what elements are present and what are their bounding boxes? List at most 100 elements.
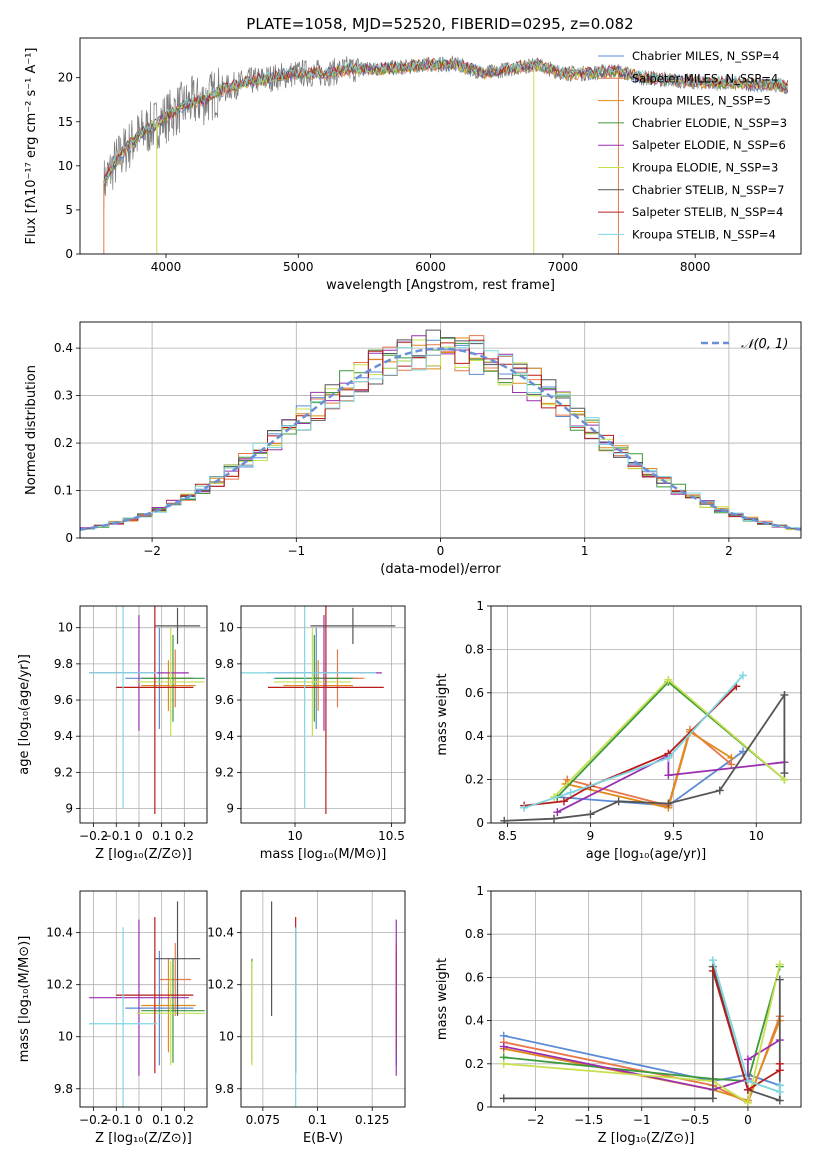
x-tick-label: 7000 — [548, 260, 579, 274]
weight-line-kroupa-stelib — [523, 674, 744, 809]
x-tick-label: −2 — [527, 1113, 545, 1127]
legend-entry: Chabrier MILES, N_SSP=4 — [632, 49, 779, 63]
y-tick-label: 0.4 — [54, 341, 73, 355]
weight-marker-kroupa-stelib — [520, 803, 529, 812]
plot-area — [89, 901, 205, 1107]
weight-vs-metallicity-panel: −2 −1.5 −1 −0.5 0 0 0.2 0.4 0.6 0.8 1 Z [log₁₀(Z/Z⊙… — [435, 884, 802, 1146]
axes-frame — [79, 37, 802, 255]
x-tick-label: −0.2 — [79, 829, 108, 843]
weight-marker-kroupa-stelib — [566, 788, 575, 797]
y-tick-label: 0.8 — [465, 642, 484, 656]
axes-frame — [79, 321, 802, 539]
x-tick-label: 10 — [287, 829, 302, 843]
axes-frame — [240, 605, 406, 824]
y-tick-label: 9.2 — [215, 765, 234, 779]
legend-entry: Chabrier STELIB, N_SSP=7 — [632, 183, 784, 197]
y-tick-label: 9.4 — [215, 729, 234, 743]
axes-frame — [79, 890, 208, 1108]
weight-marker-salpeter-stelib — [743, 1085, 752, 1094]
x-tick-label: 9.5 — [664, 829, 683, 843]
weight-marker-kroupa-elodie — [499, 1059, 508, 1068]
weight-marker-chabrier-stelib — [549, 814, 558, 823]
y-tick-label: 1 — [476, 599, 484, 613]
y-tick-label: 10 — [58, 159, 73, 173]
weight-marker-kroupa-stelib — [775, 1081, 784, 1090]
x-tick-label: 2 — [725, 544, 733, 558]
y-tick-label: 0.2 — [465, 1057, 484, 1071]
x-tick-label: 0 — [744, 1113, 752, 1127]
y-tick-label: 5 — [65, 203, 73, 217]
y-tick-label: 9.6 — [215, 693, 234, 707]
histogram-kroupa-stelib — [80, 341, 801, 538]
legend-entry: Salpeter STELIB, N_SSP=4 — [632, 205, 783, 219]
weight-marker-kroupa-stelib — [743, 1077, 752, 1086]
x-tick-label: −0.1 — [102, 1113, 131, 1127]
legend-entry: Kroupa STELIB, N_SSP=4 — [632, 227, 776, 241]
residual-histogram-panel: −2 −1 0 1 2 0 0.1 0.2 0.3 0.4 (data-model)/error No… — [24, 321, 802, 577]
y-tick-label: 9.2 — [54, 765, 73, 779]
x-tick-label: 10.5 — [378, 829, 405, 843]
y-axis-label: mass weight — [435, 958, 450, 1040]
axes-frame — [490, 605, 802, 824]
weight-line-salpeter-elodie — [556, 754, 785, 813]
x-axis-label: E(B-V) — [303, 1131, 343, 1146]
age-vs-mass-panel: 10 10.5 9 9.2 9.4 9.6 9.8 10 mass [log₁₀(M/M⊙)] — [215, 605, 406, 862]
weight-marker-chabrier-stelib — [586, 810, 595, 819]
weight-marker-chabrier-stelib — [775, 1096, 784, 1105]
weight-marker-kroupa-stelib — [708, 956, 717, 965]
spectrum-panel: 4000 5000 6000 7000 8000 0 5 10 15 20 wavelength [… — [24, 37, 802, 293]
x-tick-label: 1 — [581, 544, 589, 558]
y-tick-label: 0 — [476, 816, 484, 830]
y-tick-label: 0.3 — [54, 389, 73, 403]
weight-marker-chabrier-stelib — [780, 769, 789, 778]
y-axis-label: Flux [fλ10⁻¹⁷ erg cm⁻² s⁻¹ A⁻¹] — [24, 48, 39, 245]
y-tick-label: 0 — [65, 531, 73, 545]
x-axis-label: Z [log₁₀(Z/Z⊙)] — [95, 1131, 192, 1146]
y-tick-label: 10 — [219, 1030, 234, 1044]
x-tick-label: 8.5 — [498, 829, 517, 843]
y-tick-label: 9.6 — [54, 693, 73, 707]
weight-vs-age-panel: 8.5 9 9.5 10 0 0.2 0.4 0.6 0.8 1 age [log₁₀(age/yr… — [435, 599, 802, 862]
y-tick-label: 10 — [58, 621, 73, 635]
weight-marker-chabrier-stelib — [664, 799, 673, 808]
x-tick-label: 0.1 — [152, 829, 171, 843]
plot-area — [89, 606, 205, 814]
y-tick-label: 0.8 — [465, 927, 484, 941]
y-tick-label: 9 — [226, 802, 234, 816]
x-tick-label: 0 — [437, 544, 445, 558]
y-tick-label: 10 — [219, 621, 234, 635]
weight-marker-kroupa-stelib — [738, 671, 747, 680]
x-tick-label: 0.075 — [246, 1113, 280, 1127]
plot-area — [251, 901, 397, 1107]
plot-area — [241, 606, 396, 814]
y-tick-label: 10 — [58, 1030, 73, 1044]
x-axis-label: wavelength [Angstrom, rest frame] — [326, 278, 555, 293]
weight-line-kroupa-miles — [565, 730, 732, 809]
y-tick-label: 0.2 — [54, 436, 73, 450]
legend-entry: Salpeter ELODIE, N_SSP=6 — [632, 138, 786, 152]
plot-area — [103, 55, 789, 254]
x-tick-label: 0.2 — [175, 829, 194, 843]
y-tick-label: 0.2 — [465, 773, 484, 787]
y-tick-label: 9 — [65, 802, 73, 816]
y-axis-label: Normed distribution — [24, 365, 39, 495]
x-tick-label: 5000 — [283, 260, 314, 274]
y-tick-label: 10.4 — [46, 926, 73, 940]
x-axis-label: (data-model)/error — [380, 562, 501, 577]
x-tick-label: 10 — [749, 829, 764, 843]
y-tick-label: 20 — [58, 71, 73, 85]
weight-marker-chabrier-stelib — [499, 1094, 508, 1103]
x-tick-label: −1 — [633, 1113, 651, 1127]
y-tick-label: 0 — [65, 247, 73, 261]
x-tick-label: −1.5 — [574, 1113, 603, 1127]
y-axis-label: mass [log₁₀(M/M⊙)] — [17, 936, 32, 1063]
x-axis-label: Z [log₁₀(Z/Z⊙)] — [598, 1131, 695, 1146]
y-tick-label: 9.8 — [54, 1082, 73, 1096]
y-axis-label: age [log₁₀(age/yr)] — [17, 654, 32, 775]
weight-marker-kroupa-stelib — [664, 753, 673, 762]
weight-line-kroupa-elodie — [503, 964, 781, 1105]
x-tick-label: 0 — [135, 1113, 143, 1127]
x-axis-label: mass [log₁₀(M/M⊙)] — [260, 847, 387, 862]
weight-marker-chabrier-stelib — [614, 797, 623, 806]
y-tick-label: 9.8 — [215, 1082, 234, 1096]
